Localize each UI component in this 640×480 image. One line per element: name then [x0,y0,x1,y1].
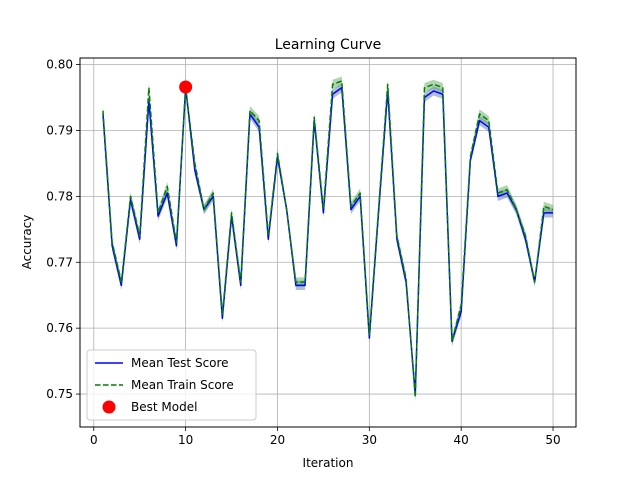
x-tick-label: 10 [178,433,193,447]
y-tick-label: 0.76 [46,321,73,335]
x-axis-label: Iteration [303,456,354,470]
legend-label-1: Mean Test Score [131,356,229,370]
legend-label-2: Mean Train Score [131,378,234,392]
highlight-markers [179,80,193,94]
y-axis-ticks: 0.75 0.76 0.77 0.78 0.79 0.80 [46,58,80,401]
plot-frame [79,57,577,428]
x-tick-label: 30 [362,433,377,447]
y-tick-label: 0.80 [46,58,73,72]
x-tick-label: 20 [270,433,285,447]
legend-swatch-3 [102,400,116,414]
x-tick-label: 50 [545,433,560,447]
legend-box [86,349,257,421]
x-tick-label: 40 [454,433,469,447]
y-axis-label: Accuracy [20,215,34,270]
series-lines [102,80,554,399]
legend: Mean Test Score Mean Train Score Best Mode… [86,349,257,421]
grid [80,58,576,427]
y-tick-label: 0.79 [46,123,73,137]
chart-title: Learning Curve [275,37,382,53]
y-tick-label: 0.75 [46,387,73,401]
legend-label-3: Best Model [131,400,197,414]
best-model-marker [179,80,193,94]
y-tick-label: 0.78 [46,189,73,203]
x-tick-label: 0 [90,433,98,447]
series-2-line [102,80,554,399]
x-axis-ticks: 0 10 20 30 40 50 [90,427,561,447]
y-tick-label: 0.77 [46,255,73,269]
